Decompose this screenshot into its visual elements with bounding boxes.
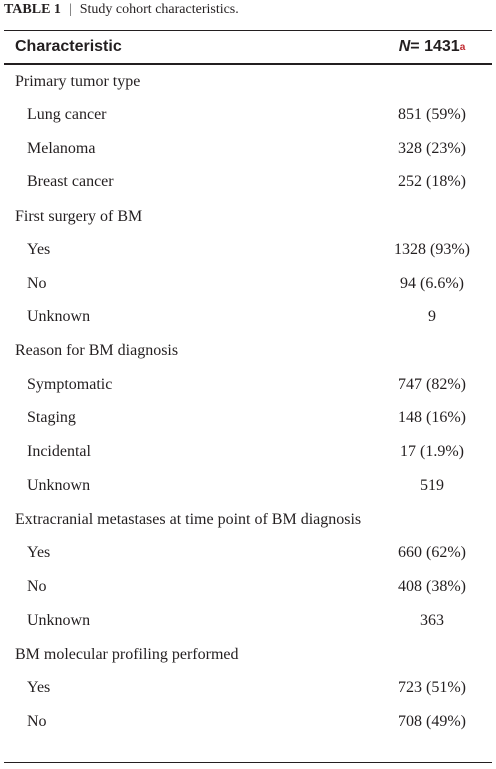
row-label: Melanoma bbox=[27, 139, 96, 157]
row-value: 363 bbox=[420, 611, 444, 629]
top-rule bbox=[4, 30, 492, 31]
section-row: BM molecular profiling performed bbox=[0, 637, 496, 671]
row-value: 851 (59%) bbox=[398, 106, 466, 124]
header-rule bbox=[4, 63, 492, 65]
row-label: Lung cancer bbox=[27, 106, 107, 124]
section-title: BM molecular profiling performed bbox=[15, 637, 375, 671]
row-value: 148 (16%) bbox=[398, 409, 466, 427]
row-value: 9 bbox=[428, 308, 436, 326]
row-value: 408 (38%) bbox=[398, 577, 466, 595]
row-label: No bbox=[27, 577, 47, 595]
row-label: Unknown bbox=[27, 611, 91, 629]
data-row: Breast cancer 252 (18%) bbox=[0, 166, 496, 200]
row-value: 1328 (93%) bbox=[394, 240, 470, 258]
n-symbol: N bbox=[398, 38, 411, 55]
caption-text: Study cohort characteristics. bbox=[79, 2, 239, 17]
row-label: Unknown bbox=[27, 308, 91, 326]
row-label: Breast cancer bbox=[27, 173, 114, 191]
data-row: Incidental 17 (1.9%) bbox=[0, 435, 496, 469]
data-row: Unknown 9 bbox=[0, 300, 496, 334]
data-row: No 408 (38%) bbox=[0, 570, 496, 604]
row-label: Yes bbox=[27, 240, 51, 258]
n-value: = 1431 bbox=[410, 38, 460, 55]
data-row: Yes 660 (62%) bbox=[0, 536, 496, 570]
row-value: 94 (6.6%) bbox=[400, 274, 464, 292]
data-row: Symptomatic 747 (82%) bbox=[0, 368, 496, 402]
data-row: Melanoma 328 (23%) bbox=[0, 132, 496, 166]
section-row: Primary tumor type bbox=[0, 65, 496, 99]
section-title: First surgery of BM bbox=[15, 199, 375, 233]
section-title: Reason for BM diagnosis bbox=[15, 334, 375, 368]
section-row: First surgery of BM bbox=[0, 199, 496, 233]
section-title-text: BM molecular profiling performed bbox=[15, 645, 239, 663]
row-value: 708 (49%) bbox=[398, 712, 466, 730]
data-row: No 708 (49%) bbox=[0, 705, 496, 739]
data-row: Unknown 519 bbox=[0, 469, 496, 503]
row-value: 519 bbox=[420, 476, 444, 494]
row-label: Staging bbox=[27, 409, 76, 427]
row-value: 252 (18%) bbox=[398, 173, 466, 191]
row-value: 660 (62%) bbox=[398, 544, 466, 562]
bottom-rule bbox=[4, 762, 492, 763]
row-value: 17 (1.9%) bbox=[400, 443, 464, 461]
section-title: Primary tumor type bbox=[15, 65, 375, 99]
section-row: Extracranial metastases at time point of… bbox=[0, 503, 496, 537]
header-cell: Characteristic bbox=[15, 38, 122, 55]
row-label: Incidental bbox=[27, 443, 91, 461]
section-title: Extracranial metastases at time point of… bbox=[15, 503, 375, 537]
header-cell: N = 1431 a bbox=[372, 31, 492, 63]
row-label: No bbox=[27, 712, 47, 730]
section-title-text: First surgery of BM bbox=[15, 207, 143, 225]
row-value: 747 (82%) bbox=[398, 375, 466, 393]
row-label: Yes bbox=[27, 544, 51, 562]
footnote-mark: a bbox=[459, 41, 466, 53]
data-row: Yes 1328 (93%) bbox=[0, 233, 496, 267]
caption-label: TABLE 1 bbox=[4, 2, 61, 17]
data-row: Unknown 363 bbox=[0, 604, 496, 638]
section-title-text: Reason for BM diagnosis bbox=[15, 342, 179, 360]
row-label: Unknown bbox=[27, 476, 91, 494]
caption: TABLE 1 | Study cohort characteristics. bbox=[4, 2, 239, 17]
row-label: Yes bbox=[27, 678, 51, 696]
row-label: No bbox=[27, 274, 47, 292]
row-label: Symptomatic bbox=[27, 375, 113, 393]
data-row: No 94 (6.6%) bbox=[0, 267, 496, 301]
data-row: Yes 723 (51%) bbox=[0, 671, 496, 705]
section-title-text: Extracranial metastases at time point of… bbox=[15, 510, 362, 528]
data-row: Staging 148 (16%) bbox=[0, 402, 496, 436]
row-value: 328 (23%) bbox=[398, 139, 466, 157]
section-row: Reason for BM diagnosis bbox=[0, 334, 496, 368]
header-row: Characteristic N = 1431 a bbox=[0, 31, 496, 63]
data-row: Lung cancer 851 (59%) bbox=[0, 98, 496, 132]
row-value: 723 (51%) bbox=[398, 678, 466, 696]
section-title-text: Primary tumor type bbox=[15, 72, 141, 90]
